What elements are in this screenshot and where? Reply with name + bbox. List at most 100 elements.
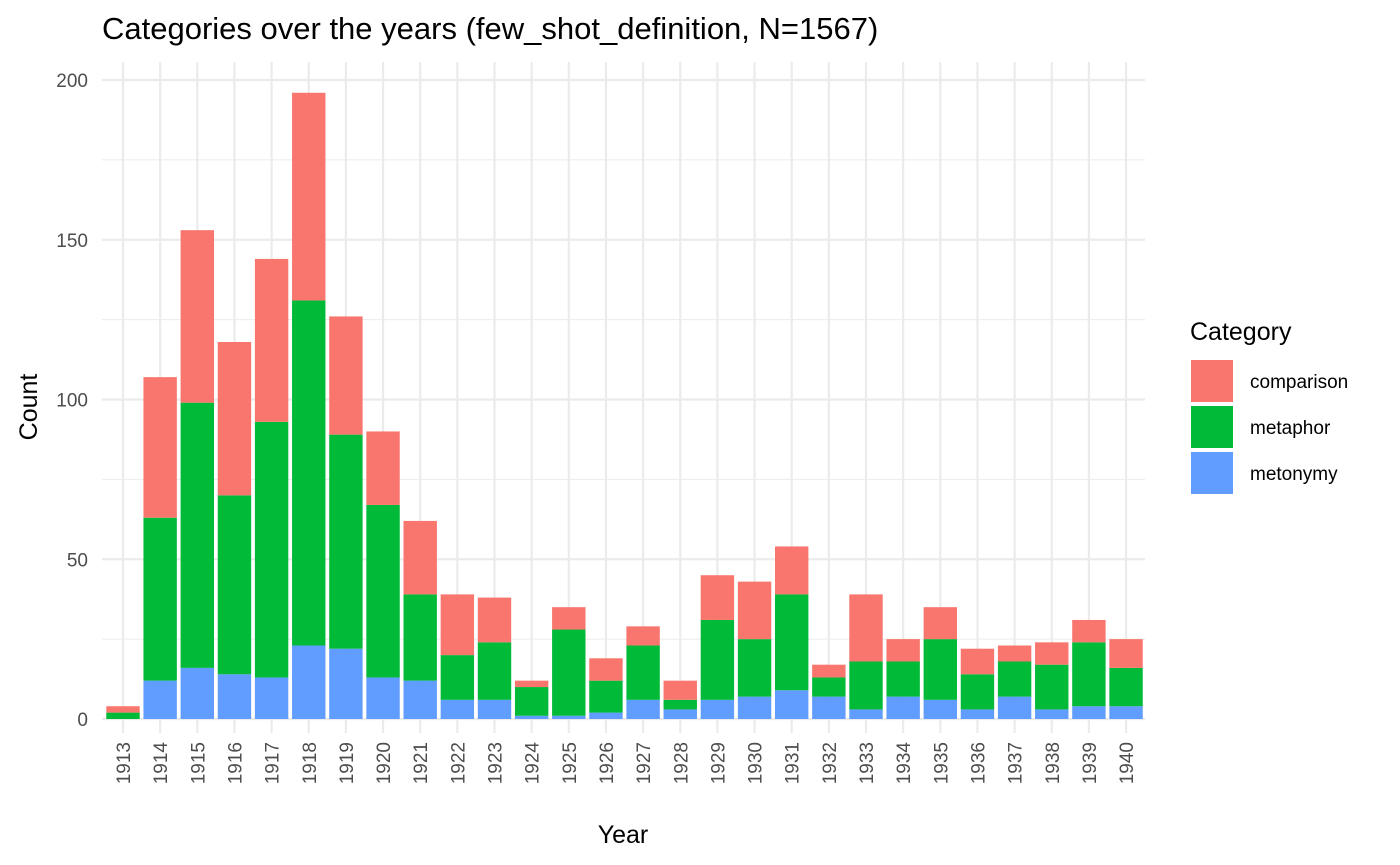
bar-comparison-1919	[329, 316, 363, 435]
x-tick-label: 1934	[894, 742, 915, 785]
bar-metaphor-1913	[106, 712, 140, 719]
x-tick-label: 1915	[188, 742, 209, 784]
bar-metonymy-1934	[886, 696, 920, 719]
bar-metaphor-1932	[812, 677, 846, 697]
y-tick-label: 150	[56, 231, 88, 252]
legend-label-comparison: comparison	[1250, 372, 1348, 393]
bar-metaphor-1917	[254, 421, 289, 678]
bar-metonymy-1928	[663, 709, 697, 719]
bar-metaphor-1928	[663, 699, 697, 710]
x-tick-label: 1916	[225, 742, 246, 784]
bar-metaphor-1935	[923, 639, 957, 700]
bar-metonymy-1935	[923, 699, 957, 719]
bar-metaphor-1920	[366, 504, 400, 678]
x-tick-label: 1939	[1080, 742, 1101, 784]
bar-metonymy-1929	[700, 699, 735, 719]
bar-comparison-1931	[775, 546, 809, 595]
bar-comparison-1917	[254, 258, 289, 422]
x-tick-label: 1928	[671, 742, 692, 784]
x-tick-label: 1936	[968, 742, 989, 784]
y-axis-title: Count	[15, 374, 43, 441]
bar-comparison-1938	[1035, 642, 1069, 665]
bar-metaphor-1919	[329, 434, 363, 649]
x-tick-label: 1933	[857, 742, 878, 784]
bar-comparison-1937	[997, 645, 1032, 662]
x-tick-label: 1937	[1006, 742, 1027, 784]
bar-metonymy-1939	[1072, 706, 1106, 719]
bar-metonymy-1936	[960, 709, 995, 719]
bar-metaphor-1915	[180, 402, 214, 668]
bar-metaphor-1926	[589, 680, 623, 713]
bar-comparison-1934	[886, 639, 920, 662]
bar-comparison-1922	[440, 594, 475, 656]
bar-metonymy-1918	[292, 645, 326, 719]
bar-comparison-1933	[849, 594, 883, 662]
legend-swatch-metaphor	[1191, 406, 1233, 448]
bar-comparison-1930	[737, 581, 772, 640]
x-tick-label: 1923	[486, 742, 507, 784]
bar-metonymy-1919	[329, 648, 363, 719]
bar-metaphor-1938	[1035, 664, 1069, 710]
bar-metonymy-1923	[477, 699, 512, 719]
bar-metaphor-1924	[514, 687, 549, 716]
bar-metaphor-1930	[737, 639, 772, 697]
x-tick-label: 1914	[151, 742, 172, 785]
bar-comparison-1916	[217, 341, 252, 496]
bar-metaphor-1921	[403, 594, 437, 681]
bar-metonymy-1933	[849, 709, 883, 719]
bar-metonymy-1917	[254, 677, 289, 719]
bar-metaphor-1922	[440, 655, 475, 700]
x-axis: 1913 1914 1915 1916 1917 1918 1919 1920 1921 1922…	[114, 742, 1138, 785]
x-tick-label: 1930	[746, 742, 767, 784]
bar-comparison-1929	[700, 575, 735, 620]
y-tick-label: 0	[77, 710, 88, 731]
legend-swatch-metonymy	[1191, 452, 1233, 494]
bar-metonymy-1938	[1035, 709, 1069, 719]
bar-metonymy-1920	[366, 677, 400, 719]
legend-title: Category	[1190, 318, 1292, 346]
x-tick-label: 1924	[523, 742, 544, 785]
legend-label-metonymy: metonymy	[1250, 464, 1338, 485]
bar-metonymy-1932	[812, 696, 846, 719]
bar-metonymy-1915	[180, 667, 214, 719]
bar-comparison-1940	[1109, 639, 1143, 668]
bar-metonymy-1937	[997, 696, 1032, 719]
bar-comparison-1925	[552, 607, 586, 630]
x-axis-title: Year	[598, 821, 649, 849]
x-tick-label: 1913	[114, 742, 135, 784]
bar-metonymy-1921	[403, 680, 437, 719]
bar-comparison-1928	[663, 680, 697, 700]
bar-metonymy-1930	[737, 696, 772, 719]
bar-comparison-1939	[1072, 619, 1106, 643]
x-tick-label: 1935	[931, 742, 952, 784]
bar-metaphor-1940	[1109, 667, 1143, 707]
bar-metaphor-1927	[626, 645, 660, 700]
bar-comparison-1918	[292, 92, 326, 301]
x-tick-label: 1929	[708, 742, 729, 784]
legend: Category comparison metaphor metonymy	[1190, 318, 1348, 494]
bar-comparison-1915	[180, 230, 214, 403]
bar-metaphor-1931	[775, 594, 809, 691]
bar-comparison-1914	[143, 377, 177, 518]
bar-metaphor-1934	[886, 661, 920, 697]
bars-layer	[106, 92, 1143, 719]
bar-comparison-1927	[626, 626, 660, 646]
x-tick-label: 1922	[448, 742, 469, 784]
bar-comparison-1926	[589, 658, 623, 681]
bar-metonymy-1931	[775, 690, 809, 719]
x-tick-label: 1921	[411, 742, 432, 784]
legend-swatch-comparison	[1191, 360, 1233, 402]
bar-metaphor-1925	[552, 629, 586, 716]
bar-metonymy-1924	[514, 715, 549, 719]
x-tick-label: 1938	[1043, 742, 1064, 784]
bar-metonymy-1940	[1109, 706, 1143, 719]
bar-comparison-1920	[366, 431, 400, 505]
x-tick-label: 1917	[263, 742, 284, 784]
bar-metonymy-1916	[217, 674, 252, 719]
bar-metonymy-1925	[552, 715, 586, 719]
bar-metonymy-1914	[143, 680, 177, 719]
x-tick-label: 1925	[560, 742, 581, 784]
bar-comparison-1924	[514, 680, 549, 688]
